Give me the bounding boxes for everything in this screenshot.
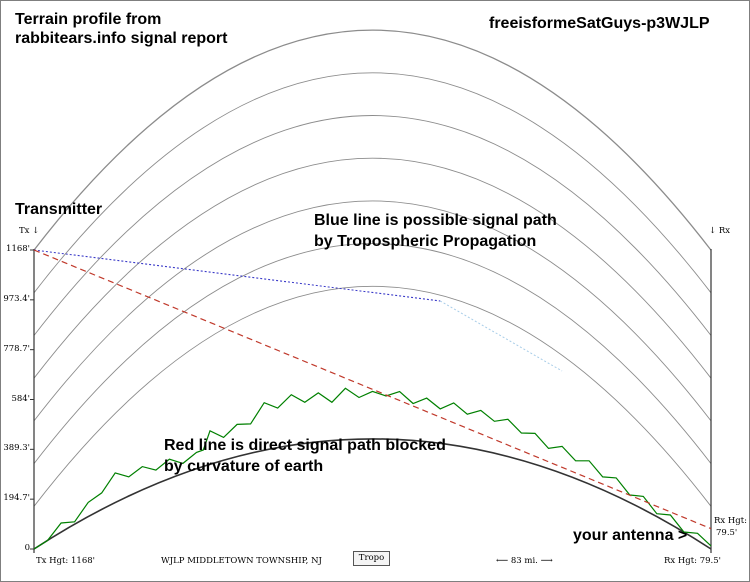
y-tick-label: 1168' xyxy=(6,244,30,254)
direct-annotation-line-2: by curvature of earth xyxy=(164,458,324,475)
tropo-toggle-button[interactable]: Tropo xyxy=(353,551,390,566)
y-tick-label: 778.7' xyxy=(3,343,30,354)
y-tick-label: 389.3' xyxy=(3,443,30,454)
rx-height-value: 79.5' xyxy=(716,528,738,538)
tropo-signal-path xyxy=(33,249,441,302)
rx-marker: ↓ Rx xyxy=(709,226,731,236)
your-antenna-label: your antenna > xyxy=(573,527,688,544)
y-tick-label: 973.4' xyxy=(3,293,30,304)
grid-arc xyxy=(33,285,712,507)
grid-arc xyxy=(33,29,712,251)
footer-rx-height: Rx Hgt: 79.5' xyxy=(664,556,721,566)
y-tick-label: 194.7' xyxy=(3,493,30,504)
tropo-path-extension xyxy=(439,300,563,372)
grid-arc xyxy=(33,157,712,379)
earth-curvature-line xyxy=(33,438,712,550)
footer-station-name: WJLP MIDDLETOWN TOWNSHIP, NJ xyxy=(161,556,322,566)
y-axis-ticks xyxy=(30,249,34,550)
y-tick-label: 0 xyxy=(24,543,30,553)
y-tick-label: 584' xyxy=(11,393,30,404)
title-line-2: rabbitears.info signal report xyxy=(15,30,228,47)
grid-arc xyxy=(33,72,712,294)
tx-marker: Tx ↓ xyxy=(19,226,40,236)
rx-height-label: Rx Hgt: xyxy=(714,516,748,526)
terrain-profile-line xyxy=(33,387,712,550)
grid-arc xyxy=(33,200,712,422)
title-line-1: Terrain profile from xyxy=(15,11,162,28)
tropo-annotation-line-1: Blue line is possible signal path xyxy=(314,212,557,229)
watermark-text: freeisformeSatGuys-p3WJLP xyxy=(489,15,710,32)
grid-arc xyxy=(33,115,712,336)
direct-annotation-line-1: Red line is direct signal path blocked xyxy=(164,437,446,454)
tropo-annotation-line-2: by Tropospheric Propagation xyxy=(314,233,537,250)
footer-tx-height: Tx Hgt: 1168' xyxy=(36,556,95,566)
grid-arc xyxy=(33,243,712,464)
transmitter-label: Transmitter xyxy=(15,201,103,218)
footer-distance: ⟵ 83 mi. ⟶ xyxy=(496,556,553,566)
direct-signal-path xyxy=(33,249,712,530)
curvature-grid-arcs xyxy=(33,29,712,507)
